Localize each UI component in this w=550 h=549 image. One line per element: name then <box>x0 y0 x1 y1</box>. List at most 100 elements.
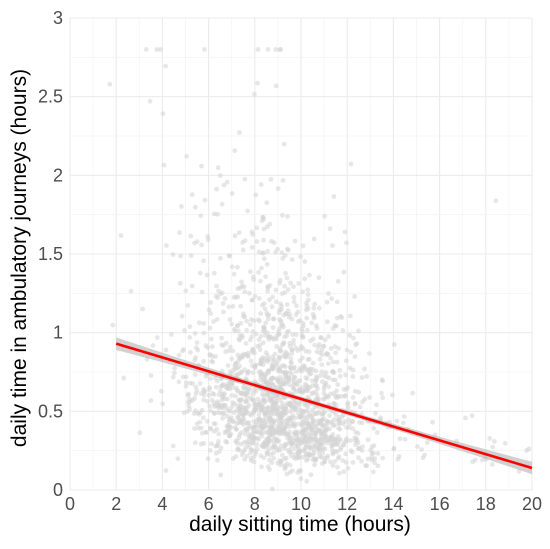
scatter-point <box>313 389 319 395</box>
scatter-point <box>415 444 420 449</box>
scatter-point <box>253 331 259 337</box>
scatter-point <box>248 413 254 418</box>
scatter-point <box>319 461 325 467</box>
scatter-point <box>306 451 312 457</box>
scatter-point <box>254 239 260 244</box>
scatter-point <box>277 447 283 453</box>
scatter-point <box>181 410 187 416</box>
scatter-point <box>201 397 207 403</box>
scatter-point <box>348 349 354 355</box>
scatter-point <box>193 408 198 414</box>
scatter-point <box>279 250 285 256</box>
scatter-point <box>251 318 257 323</box>
scatter-point <box>305 327 310 333</box>
scatter-point <box>367 395 373 400</box>
scatter-point <box>211 428 217 434</box>
scatter-point <box>192 372 198 377</box>
scatter-point <box>236 435 242 440</box>
scatter-point <box>230 348 236 354</box>
scatter-point <box>259 265 264 271</box>
scatter-point <box>288 280 293 286</box>
scatter-point <box>332 377 338 383</box>
scatter-point <box>312 462 317 468</box>
scatter-point <box>240 247 246 253</box>
scatter-point <box>352 294 358 299</box>
scatter-point <box>341 421 346 427</box>
scatter-point <box>263 415 268 420</box>
scatter-point <box>207 448 213 453</box>
scatter-point <box>226 383 232 388</box>
scatter-point <box>328 346 334 351</box>
scatter-point <box>269 486 275 492</box>
scatter-point <box>287 340 293 346</box>
scatter-point <box>284 471 290 477</box>
scatter-point <box>269 304 275 310</box>
scatter-point <box>339 315 345 321</box>
scatter-point <box>261 358 267 364</box>
scatter-point <box>296 387 302 393</box>
scatter-point <box>184 153 190 159</box>
scatter-point <box>259 426 265 431</box>
scatter-point <box>226 304 232 310</box>
scatter-point <box>353 429 358 435</box>
scatter-point <box>219 201 225 207</box>
scatter-point <box>313 323 319 328</box>
scatter-point <box>205 456 211 462</box>
scatter-point <box>140 306 146 312</box>
scatter-point <box>289 257 295 262</box>
scatter-point <box>334 299 340 305</box>
scatter-point <box>275 186 281 192</box>
scatter-point <box>493 198 499 204</box>
scatter-point <box>222 296 228 301</box>
scatter-point <box>322 213 327 219</box>
x-tick-label: 14 <box>383 494 403 514</box>
scatter-point <box>209 358 215 364</box>
scatter-point <box>208 425 213 431</box>
scatter-point <box>211 400 217 406</box>
scatter-point <box>247 445 253 450</box>
scatter-point <box>265 441 271 447</box>
scatter-point <box>326 384 332 390</box>
scatter-point <box>298 476 304 482</box>
scatter-point <box>282 410 288 416</box>
scatter-point <box>258 182 264 187</box>
scatter-point <box>233 439 238 444</box>
scatter-point <box>211 270 217 276</box>
scatter-point <box>219 342 225 348</box>
scatter-point <box>241 412 247 417</box>
scatter-point <box>253 429 259 434</box>
scatter-point <box>345 400 351 406</box>
scatter-point <box>187 380 193 386</box>
scatter-point <box>400 420 406 426</box>
scatter-point <box>353 442 358 448</box>
scatter-point <box>268 376 274 382</box>
scatter-point <box>229 356 235 362</box>
scatter-point <box>197 270 203 276</box>
scatter-point <box>220 415 226 421</box>
scatter-point <box>234 372 240 378</box>
scatter-point <box>256 412 262 417</box>
scatter-point <box>292 238 298 244</box>
scatter-point <box>233 385 239 391</box>
scatter-point <box>279 452 285 458</box>
scatter-point <box>260 397 266 403</box>
scatter-point <box>187 335 193 340</box>
scatter-point <box>380 395 386 401</box>
scatter-point <box>233 393 239 399</box>
scatter-point <box>326 334 331 339</box>
scatter-point <box>315 395 320 401</box>
scatter-point <box>261 443 267 449</box>
scatter-point <box>213 293 219 299</box>
scatter-point <box>254 441 260 447</box>
scatter-point <box>185 303 191 308</box>
scatter-point <box>325 361 331 366</box>
scatter-point <box>229 191 235 196</box>
scatter-point <box>229 264 235 270</box>
scatter-point <box>172 370 177 376</box>
scatter-point <box>240 390 246 396</box>
scatter-point <box>179 204 184 209</box>
scatter-point <box>299 326 305 332</box>
scatter-point <box>321 373 327 379</box>
scatter-point <box>331 401 337 407</box>
scatter-point <box>337 470 342 476</box>
